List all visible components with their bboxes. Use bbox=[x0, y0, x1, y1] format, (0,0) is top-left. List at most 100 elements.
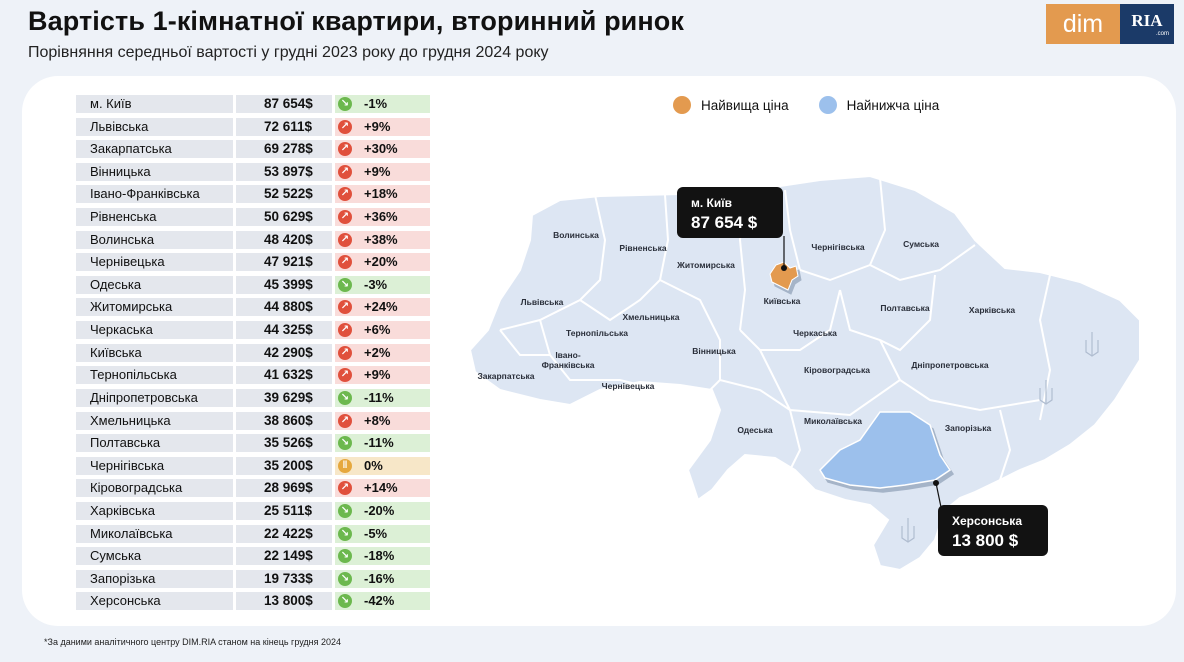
price-cell: 35 526$ bbox=[236, 434, 332, 453]
change-cell: ↘ -3% bbox=[335, 275, 430, 294]
trident-icon bbox=[1039, 380, 1053, 405]
region-cell: Черкаська bbox=[76, 321, 233, 340]
page-subtitle: Порівняння середньої вартості у грудні 2… bbox=[28, 44, 549, 61]
arrow-up-icon: ↗ bbox=[338, 187, 352, 202]
table-row: Чернівецька 47 921$ ↗ +20% bbox=[76, 253, 430, 272]
price-cell: 19 733$ bbox=[236, 569, 332, 588]
map-label-rivne: Рівненська bbox=[619, 243, 666, 253]
change-value: +9% bbox=[364, 163, 391, 179]
arrow-up-icon: ↗ bbox=[338, 210, 352, 225]
price-cell: 44 880$ bbox=[236, 298, 332, 317]
region-border bbox=[784, 177, 887, 282]
change-value: -11% bbox=[364, 389, 394, 405]
region-cell: Волинська bbox=[76, 230, 233, 249]
region-cell: Чернівецька bbox=[76, 253, 233, 272]
change-value: -3% bbox=[364, 276, 388, 292]
logo-ria-text: RIA bbox=[1131, 10, 1163, 30]
change-value: -18% bbox=[364, 548, 395, 564]
ukraine-map: Волинська Рівненська Житомирська Чернігі… bbox=[468, 174, 1141, 572]
table-row: Дніпропетровська 39 629$ ↘ -11% bbox=[76, 388, 430, 407]
trident-emblems bbox=[901, 332, 1099, 543]
price-cell: 13 800$ bbox=[236, 592, 332, 611]
arrow-down-icon: ↘ bbox=[338, 390, 352, 405]
pause-icon: ‖ bbox=[338, 458, 352, 473]
change-cell: ↗ +36% bbox=[335, 208, 430, 227]
arrow-down-icon: ↘ bbox=[338, 571, 352, 586]
table-row: Закарпатська 69 278$ ↗ +30% bbox=[76, 140, 430, 159]
map-label-mykolaiv: Миколаївська bbox=[804, 416, 862, 426]
change-cell: ↗ +9% bbox=[335, 117, 430, 136]
region-border bbox=[579, 194, 670, 322]
table-row: Хмельницька 38 860$ ↗ +8% bbox=[76, 411, 430, 430]
logo-ria: RIA .com bbox=[1120, 4, 1174, 44]
change-cell: ↗ +30% bbox=[335, 140, 430, 159]
table-row: Київська 42 290$ ↗ +2% bbox=[76, 343, 430, 362]
table-row: Черкаська 44 325$ ↗ +6% bbox=[76, 321, 430, 340]
region-border bbox=[499, 194, 607, 331]
change-cell: ↗ +14% bbox=[335, 479, 430, 498]
callout-highest-name: м. Київ bbox=[691, 196, 732, 210]
table-row: Харківська 25 511$ ↘ -20% bbox=[76, 501, 430, 520]
legend-lowest: Найнижча ціна bbox=[818, 96, 939, 114]
table-row: Вінницька 53 897$ ↗ +9% bbox=[76, 162, 430, 181]
price-cell: 53 897$ bbox=[236, 162, 332, 181]
map-label-volyn: Волинська bbox=[553, 230, 599, 240]
map-label-zaporizhzhia: Запорізька bbox=[945, 423, 992, 433]
arrow-down-icon: ↘ bbox=[338, 277, 352, 292]
price-cell: 52 522$ bbox=[236, 185, 332, 204]
region-cell: Рівненська bbox=[76, 208, 233, 227]
arrow-down-icon: ↘ bbox=[338, 594, 352, 609]
price-cell: 38 860$ bbox=[236, 411, 332, 430]
region-border bbox=[869, 244, 976, 282]
region-border bbox=[499, 329, 550, 356]
map-label-vinnytsia: Вінницька bbox=[692, 346, 736, 356]
price-cell: 39 629$ bbox=[236, 388, 332, 407]
kherson-region-shape bbox=[819, 411, 952, 489]
kyiv-city-highlight bbox=[769, 261, 799, 291]
arrow-up-icon: ↗ bbox=[338, 164, 352, 179]
change-cell: ↗ +8% bbox=[335, 411, 430, 430]
change-value: +36% bbox=[364, 209, 398, 225]
arrow-up-icon: ↗ bbox=[338, 232, 352, 247]
change-value: +9% bbox=[364, 367, 391, 383]
change-value: +20% bbox=[364, 254, 398, 270]
arrow-down-icon: ↘ bbox=[338, 436, 352, 451]
change-value: +2% bbox=[364, 344, 391, 360]
price-cell: 87 654$ bbox=[236, 95, 332, 113]
change-value: -1% bbox=[364, 96, 388, 111]
table-row: Полтавська 35 526$ ↘ -11% bbox=[76, 434, 430, 453]
map-label-lviv: Львівська bbox=[521, 297, 564, 307]
change-value: +14% bbox=[364, 480, 398, 496]
table-row: Миколаївська 22 422$ ↘ -5% bbox=[76, 524, 430, 543]
logo-ria-suffix: .com bbox=[1155, 30, 1169, 37]
map-label-cherkasy: Черкаська bbox=[793, 328, 837, 338]
callout-lowest-name: Херсонська bbox=[952, 514, 1022, 528]
region-border bbox=[879, 339, 1041, 412]
change-value: +18% bbox=[364, 186, 398, 202]
legend-lowest-swatch bbox=[818, 96, 837, 114]
region-cell: Київська bbox=[76, 343, 233, 362]
logo[interactable]: dim RIA .com bbox=[1046, 4, 1174, 44]
region-cell: Дніпропетровська bbox=[76, 388, 233, 407]
table-row: Одеська 45 399$ ↘ -3% bbox=[76, 275, 430, 294]
region-cell: м. Київ bbox=[76, 95, 233, 113]
change-value: +6% bbox=[364, 322, 391, 338]
change-cell: ↗ +2% bbox=[335, 343, 430, 362]
price-cell: 50 629$ bbox=[236, 208, 332, 227]
change-cell: ↗ +24% bbox=[335, 298, 430, 317]
change-value: +38% bbox=[364, 231, 398, 247]
price-cell: 35 200$ bbox=[236, 456, 332, 475]
change-cell: ↗ +20% bbox=[335, 253, 430, 272]
callout-highest-value: 87 654 $ bbox=[691, 213, 758, 232]
change-cell: ↘ -18% bbox=[335, 547, 430, 566]
arrow-up-icon: ↗ bbox=[338, 413, 352, 428]
table-row: Чернігівська 35 200$ ‖ 0% bbox=[76, 456, 430, 475]
table-row: Львівська 72 611$ ↗ +9% bbox=[76, 117, 430, 136]
change-value: -16% bbox=[364, 570, 395, 586]
price-cell: 45 399$ bbox=[236, 275, 332, 294]
change-value: +9% bbox=[364, 118, 391, 134]
price-cell: 72 611$ bbox=[236, 117, 332, 136]
arrow-down-icon: ↘ bbox=[338, 97, 352, 111]
map-label-kharkiv: Харківська bbox=[969, 305, 1015, 315]
region-border bbox=[539, 319, 661, 391]
